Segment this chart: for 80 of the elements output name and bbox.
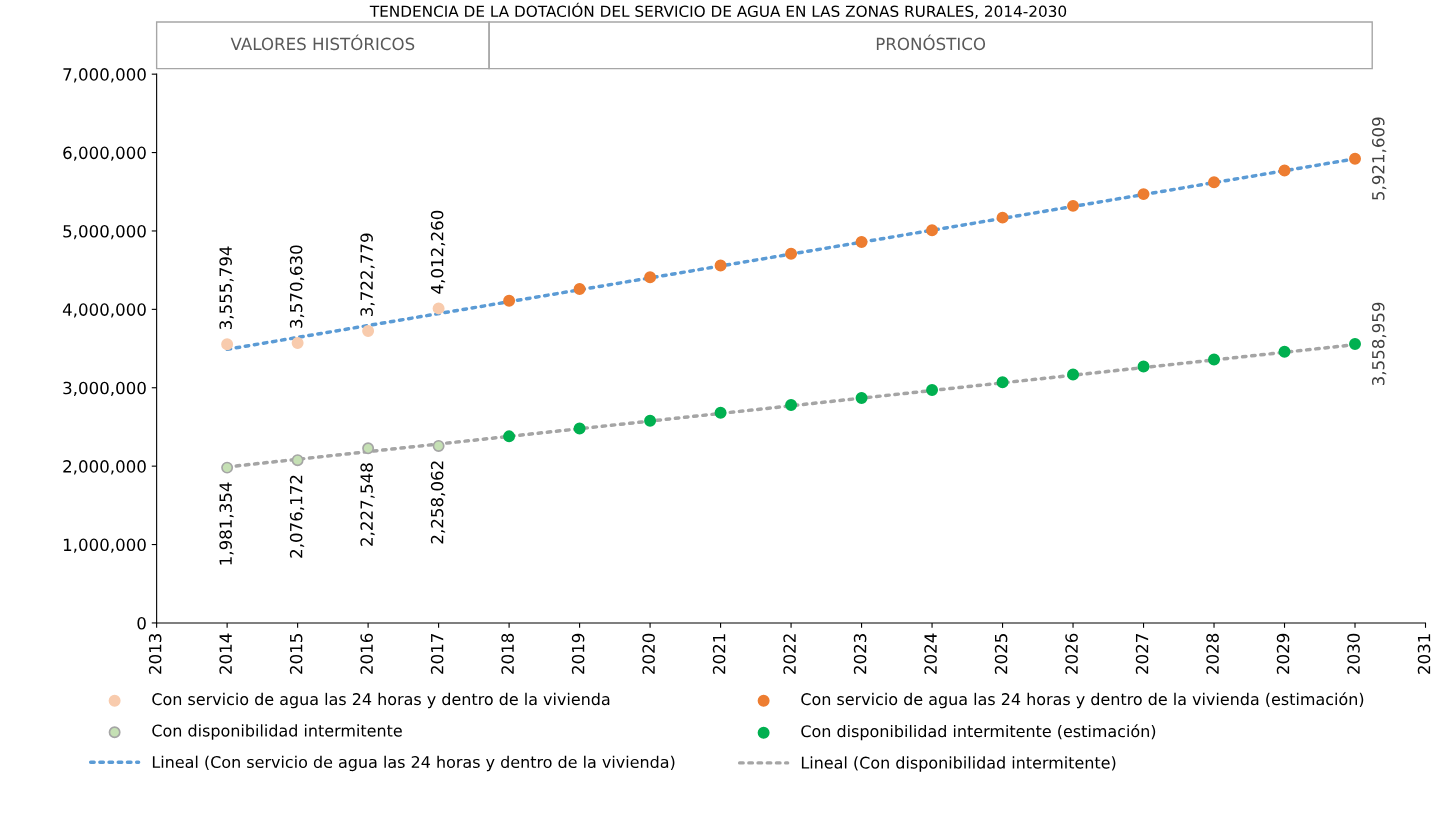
x-tick-label: 2018 [501, 633, 514, 674]
point [996, 211, 1009, 224]
legend-label: Lineal (Con servicio de agua las 24 horas y dentro de la vivienda) [152, 755, 675, 772]
y-tick-label: 7,000,000 [63, 68, 146, 83]
point [291, 454, 304, 467]
x-tick-label: 2028 [1206, 633, 1219, 674]
text: PRONÓSTICO [876, 34, 986, 51]
data-label: 3,722,779 [360, 233, 375, 316]
data-label: 2,227,548 [360, 463, 375, 546]
point [432, 302, 445, 315]
point [926, 384, 939, 397]
y-tick-label: 3,000,000 [63, 381, 146, 397]
legend-label: Con disponibilidad intermitente [152, 724, 402, 740]
x-tick-label: 2019 [571, 633, 585, 674]
x-tick-label: 2023 [853, 634, 867, 674]
text: VALORES HISTÓRICOS [230, 34, 415, 51]
point [785, 247, 798, 260]
point [1278, 345, 1291, 358]
x-tick-label: 2031 [1417, 634, 1431, 674]
x-tick-label: 2017 [430, 634, 444, 674]
point [714, 406, 727, 419]
x-tick-label: 2029 [1276, 633, 1290, 674]
point [573, 422, 586, 435]
point [1349, 337, 1361, 350]
point [855, 391, 868, 404]
point [573, 282, 586, 295]
point [1208, 176, 1221, 189]
point [644, 414, 657, 427]
point [785, 399, 798, 411]
point [1208, 353, 1221, 366]
x-tick-label: 2024 [924, 633, 937, 674]
x-tick-label: 2021 [712, 634, 726, 674]
y-tick-label: 6,000,000 [63, 146, 146, 161]
point [291, 337, 304, 350]
x-tick-label: 2022 [783, 634, 796, 674]
point [1137, 360, 1150, 373]
y-tick-label: 2,000,000 [63, 460, 146, 475]
x-tick-label: 2020 [642, 633, 655, 674]
point [1278, 164, 1291, 177]
y-tick-label: 1,000,000 [63, 538, 146, 553]
y-tick-label: 4,000,000 [62, 303, 146, 318]
point [221, 461, 234, 474]
x-tick-label: 2030 [1347, 633, 1360, 674]
data-label: 3,570,630 [289, 245, 305, 328]
point [503, 430, 516, 443]
point [362, 442, 375, 455]
point [432, 439, 445, 452]
x-tick-label: 2016 [360, 633, 373, 674]
point [855, 235, 868, 248]
x-tick-label: 2015 [289, 634, 303, 674]
y-tick-label: 0 [137, 616, 146, 630]
legend-label: Con servicio de agua las 24 horas y dentro de la vivienda (estimación) [801, 692, 1364, 709]
point [221, 338, 234, 351]
point [996, 376, 1009, 389]
point [926, 224, 939, 237]
data-label: 1,981,354 [219, 482, 234, 565]
legend-label: Con servicio de agua las 24 horas y dentro de la vivienda [152, 692, 610, 709]
x-tick-label: 2014 [219, 633, 232, 674]
point [644, 271, 657, 284]
point [1067, 368, 1080, 381]
data-label: 3,558,959 [1371, 302, 1387, 386]
y-tick-label: 5,000,000 [63, 224, 146, 240]
x-tick-label: 2026 [1065, 633, 1078, 674]
point [1067, 199, 1080, 212]
data-label: 5,921,609 [1371, 117, 1387, 200]
legend-label: Con disponibilidad intermitente (estimación) [801, 724, 1156, 741]
point [362, 325, 375, 338]
data-label: 3,555,794 [219, 246, 234, 330]
chart-title: TENDENCIA DE LA DOTACIÓN DEL SERVICIO DE AGUA EN LAS ZONAS RURALES, 2014-2030 [369, 2, 1067, 19]
data-label: 2,076,172 [289, 475, 305, 558]
data-label: 2,258,062 [430, 461, 446, 544]
point [1137, 188, 1150, 201]
x-tick-label: 2027 [1135, 634, 1149, 674]
point [503, 294, 516, 307]
legend-label: Lineal (Con disponibilidad intermitente) [801, 756, 1116, 772]
x-tick-label: 2013 [148, 634, 162, 674]
point [1349, 152, 1361, 165]
x-tick-label: 2025 [994, 634, 1008, 674]
data-label: 4,012,260 [430, 210, 446, 294]
point [714, 259, 727, 272]
